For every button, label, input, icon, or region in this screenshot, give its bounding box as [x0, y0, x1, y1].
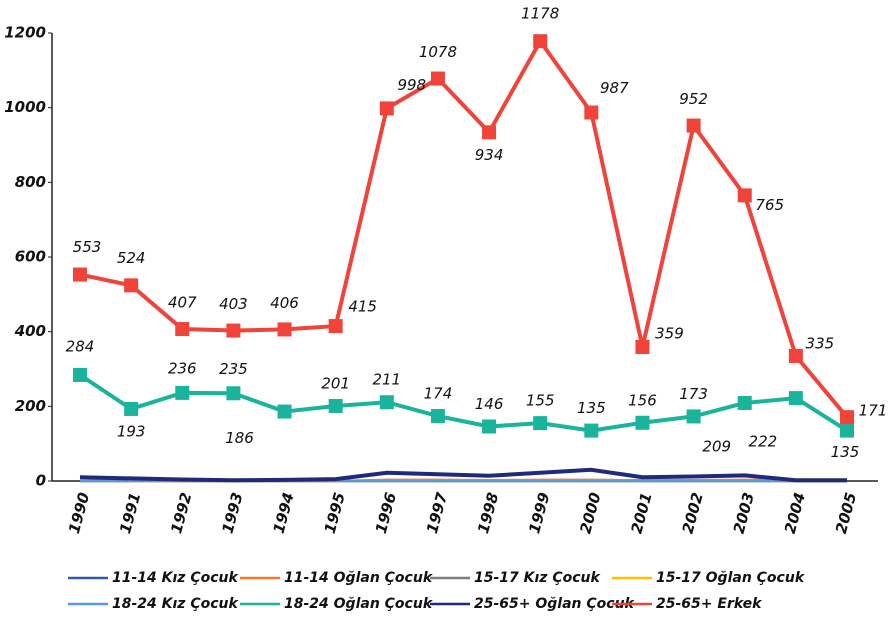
data-label: 407: [168, 294, 197, 312]
marker: [686, 118, 701, 133]
data-label: 193: [117, 422, 146, 440]
marker: [430, 71, 445, 86]
y-tick-label: 1200: [4, 24, 46, 42]
marker: [73, 367, 87, 382]
marker: [328, 398, 343, 413]
marker: [328, 319, 343, 334]
marker: [584, 423, 599, 438]
marker: [277, 404, 292, 419]
marker: [584, 105, 599, 120]
data-label: 524: [117, 249, 146, 267]
data-label: 952: [679, 90, 708, 108]
data-label: 235: [219, 360, 248, 378]
marker: [175, 385, 190, 400]
marker: [124, 401, 139, 416]
data-label: 553: [73, 238, 102, 256]
data-label: 135: [831, 443, 860, 461]
marker: [635, 339, 650, 354]
marker: [379, 101, 394, 116]
data-label: 201: [321, 374, 350, 392]
marker: [533, 416, 548, 431]
data-label: 146: [475, 395, 504, 413]
data-label: 934: [475, 146, 504, 164]
marker: [277, 322, 292, 337]
x-tick-label: 1990: [65, 491, 93, 536]
data-label: 403: [219, 295, 248, 313]
data-label: 209: [702, 437, 731, 455]
x-tick-label: 1999: [525, 491, 553, 536]
marker: [73, 267, 87, 282]
marker: [635, 415, 650, 430]
marker: [430, 409, 445, 424]
x-tick-label: 1995: [321, 491, 349, 536]
y-tick-label: 0: [36, 472, 46, 490]
x-tick-label: 1998: [474, 491, 502, 536]
marker: [840, 410, 854, 425]
x-tick-label: 2005: [832, 491, 860, 536]
marker: [788, 348, 803, 363]
legend-label: 11-14 Kız Çocuk: [112, 570, 239, 586]
data-label: 415: [348, 298, 377, 316]
marker: [226, 386, 241, 401]
data-label: 171: [859, 402, 888, 420]
marker: [124, 278, 139, 293]
x-tick-label: 1996: [372, 491, 400, 536]
data-label: 359: [655, 324, 684, 342]
x-tick-label: 2004: [781, 491, 809, 536]
series-line: [79, 467, 847, 483]
data-label: 1078: [419, 43, 457, 61]
legend-label: 15-17 Kız Çocuk: [474, 570, 601, 586]
marker: [737, 188, 752, 203]
legend-label: 25-65+ Erkek: [656, 596, 763, 612]
data-label: 186: [225, 429, 254, 447]
legend-label: 11-14 Oğlan Çocuk: [284, 570, 434, 586]
data-label: 1178: [521, 5, 559, 23]
data-label: 987: [600, 79, 629, 97]
x-tick-label: 2001: [627, 491, 655, 536]
legend-label: 25-65+ Oğlan Çocuk: [474, 596, 636, 612]
data-label: 284: [66, 337, 95, 355]
data-label: 155: [526, 392, 555, 410]
data-label: 174: [424, 385, 453, 403]
series-line: [78, 373, 849, 433]
x-tick-label: 1997: [423, 490, 451, 536]
x-tick-label: 1992: [167, 491, 195, 536]
data-label: 406: [270, 294, 299, 312]
data-label: 135: [577, 399, 606, 417]
marker: [482, 125, 497, 140]
y-tick-label: 1000: [4, 98, 46, 116]
marker: [686, 409, 701, 424]
x-tick-label: 2002: [679, 491, 707, 536]
data-label: 222: [749, 433, 778, 451]
data-label: 156: [628, 391, 657, 409]
marker: [226, 323, 241, 338]
legend-label: 18-24 Oğlan Çocuk: [284, 596, 434, 612]
x-tick-label: 1993: [218, 491, 246, 536]
legend-label: 15-17 Oğlan Çocuk: [656, 570, 806, 586]
marker: [482, 419, 497, 434]
marker: [533, 34, 548, 49]
marker: [175, 322, 190, 337]
x-tick-label: 2003: [730, 491, 758, 536]
y-tick-label: 600: [15, 248, 46, 266]
x-tick-label: 1991: [116, 491, 144, 536]
marker: [788, 391, 803, 406]
data-label: 335: [806, 334, 835, 352]
marker: [840, 423, 854, 438]
marker: [737, 395, 752, 410]
y-tick-label: 800: [15, 173, 46, 191]
y-tick-label: 200: [15, 397, 46, 415]
data-label: 998: [397, 76, 426, 94]
marker: [379, 395, 394, 410]
data-label: 765: [755, 196, 784, 214]
data-label: 211: [372, 371, 401, 389]
data-label: 173: [679, 385, 708, 403]
x-tick-label: 1994: [270, 491, 298, 536]
data-label: 236: [168, 359, 197, 377]
series-line: [79, 39, 849, 419]
legend-label: 18-24 Kız Çocuk: [112, 596, 239, 612]
x-tick-label: 2000: [576, 491, 604, 536]
y-tick-label: 400: [14, 322, 46, 340]
